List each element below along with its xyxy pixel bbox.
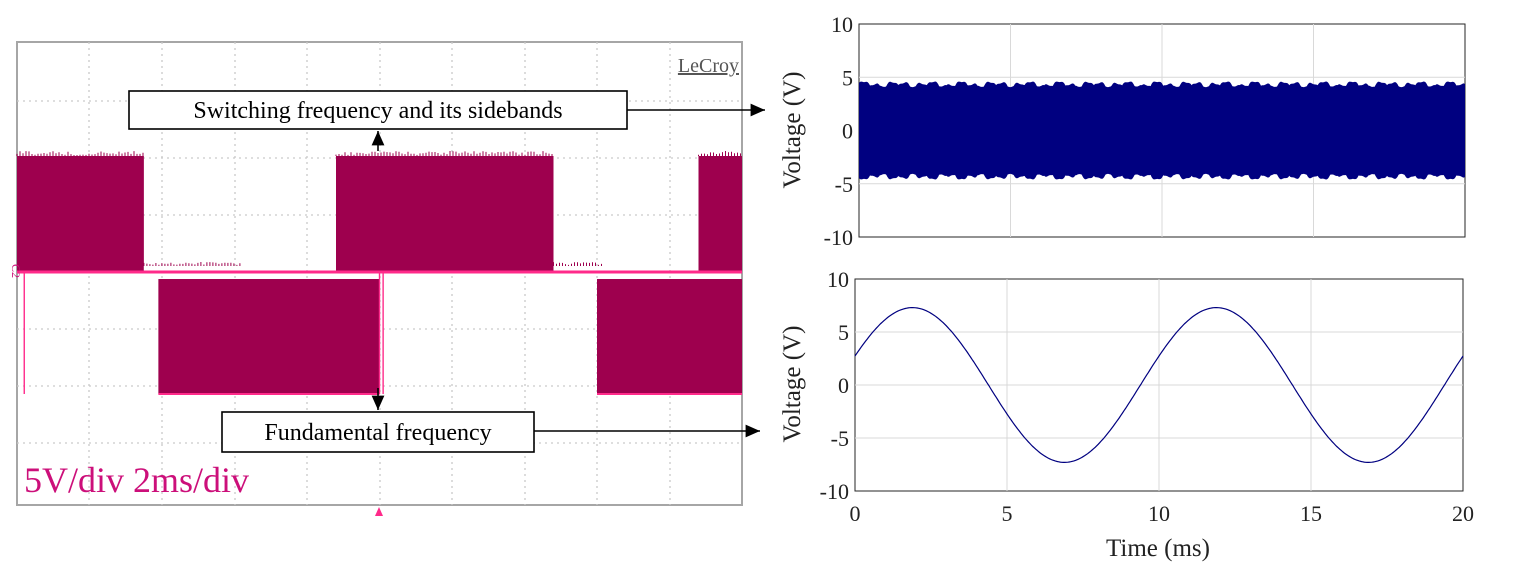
scope-brand-logo: LeCroy — [678, 55, 739, 77]
scope-channel-label: C2 — [9, 264, 23, 278]
bottom-plot-y-ticks: 10 5 0 -5 -10 — [820, 267, 849, 504]
trigger-marker-icon — [375, 507, 383, 516]
bot-xtick-label: 15 — [1300, 501, 1322, 526]
bot-ytick-label: 10 — [827, 267, 849, 292]
scope-segment-negative — [158, 279, 379, 394]
bot-xtick-label: 10 — [1148, 501, 1170, 526]
top-plot: 10 5 0 -5 -10 Voltage (V) — [779, 12, 1465, 250]
scope-segment-positive — [336, 156, 554, 272]
bot-ytick-label: 0 — [838, 373, 849, 398]
scope-scale-text: 5V/div 2ms/div — [24, 460, 249, 500]
bottom-plot: 10 5 0 -5 -10 0 5 10 15 20 Voltage (V) Time (ms) — [779, 267, 1474, 562]
top-plot-waveform-area — [859, 82, 1465, 180]
bot-ytick-label: -10 — [820, 479, 849, 504]
scope-segment-positive — [17, 156, 144, 272]
top-ytick-label: -5 — [835, 172, 853, 197]
top-ytick-label: 0 — [842, 119, 853, 144]
bottom-plot-ylabel: Voltage (V) — [779, 326, 806, 443]
bot-ytick-label: 5 — [838, 320, 849, 345]
fundamental-label-text: Fundamental frequency — [264, 420, 491, 446]
top-plot-ylabel: Voltage (V) — [779, 72, 806, 189]
top-ytick-label: 5 — [842, 65, 853, 90]
scope-segment-positive — [699, 156, 743, 272]
switching-label-text: Switching frequency and its sidebands — [193, 98, 562, 124]
bottom-plot-x-ticks: 0 5 10 15 20 — [850, 501, 1475, 526]
scope-segment-negative — [597, 279, 742, 394]
bottom-plot-grid — [855, 279, 1463, 491]
top-plot-y-ticks: 10 5 0 -5 -10 — [824, 12, 853, 250]
top-ytick-label: -10 — [824, 225, 853, 250]
top-ytick-label: 10 — [831, 12, 853, 37]
bot-xtick-label: 5 — [1002, 501, 1013, 526]
bottom-plot-xlabel: Time (ms) — [1106, 535, 1210, 562]
bot-xtick-label: 0 — [850, 501, 861, 526]
bot-ytick-label: -5 — [831, 426, 849, 451]
bot-xtick-label: 20 — [1452, 501, 1474, 526]
